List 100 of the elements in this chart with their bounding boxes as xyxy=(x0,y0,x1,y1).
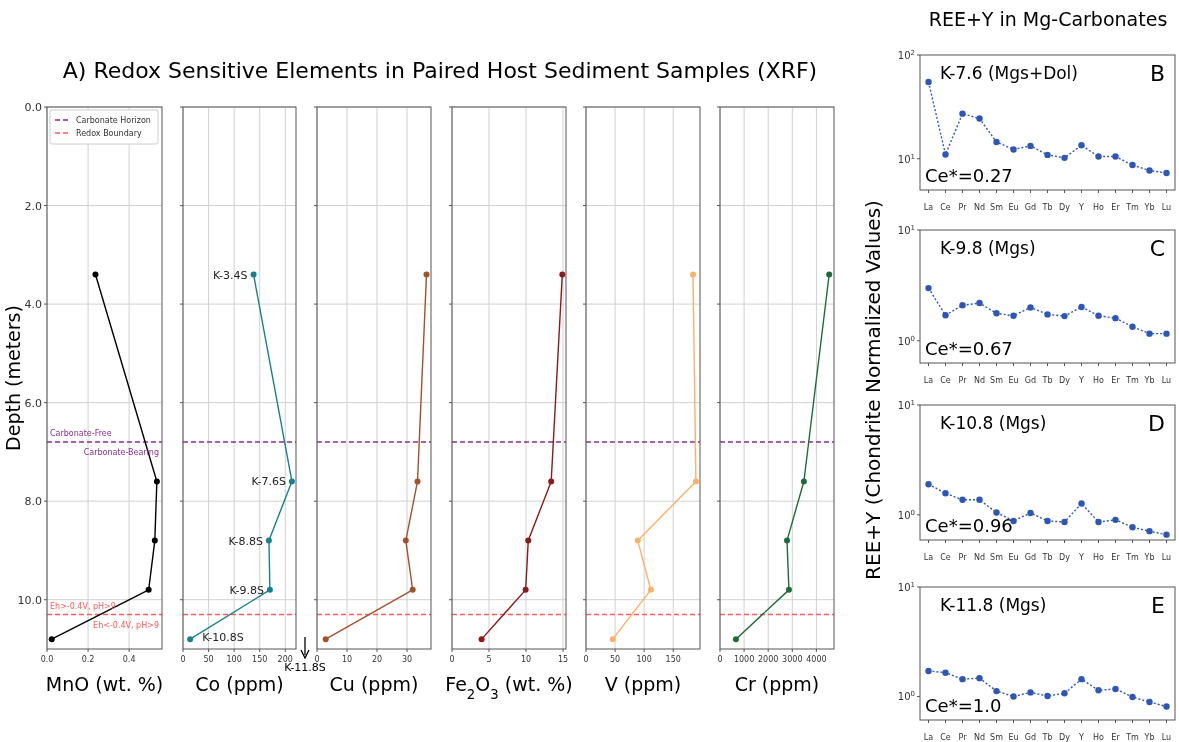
x-tick-label: Er xyxy=(1111,203,1121,212)
legend-label: Redox Boundary xyxy=(76,129,142,138)
x-tick-label: Ho xyxy=(1093,553,1105,562)
x-tick-label: Nd xyxy=(973,553,986,562)
x-axis-title: Cr (ppm) xyxy=(734,673,820,695)
x-tick-label: Eu xyxy=(1008,733,1019,742)
chart-title: REE+Y in Mg-Carbonates xyxy=(928,8,1168,30)
annotation: Eh>-0.4V, pH>9 xyxy=(50,601,116,611)
x-tick-label: Ho xyxy=(1093,376,1105,385)
x-tick-label: La xyxy=(923,733,934,742)
annotation: Ce*=1.0 xyxy=(925,695,1002,716)
x-tick-label: Ce xyxy=(940,203,951,212)
legend-label: Carbonate Horizon xyxy=(76,116,151,125)
x-tick-label: Tb xyxy=(1041,553,1053,562)
x-tick-label: Sm xyxy=(990,376,1004,385)
y-tick-label: 10$^{1}$ xyxy=(897,224,915,236)
annotation: K-3.4S xyxy=(213,268,248,282)
x-tick-label: Er xyxy=(1111,376,1121,385)
x-tick-label: La xyxy=(923,376,934,385)
x-tick-label: 10 xyxy=(520,655,532,664)
x-tick-label: Pr xyxy=(958,376,968,385)
x-axis-title: Cu (ppm) xyxy=(329,673,419,695)
annotation: K-8.8S xyxy=(228,534,263,548)
annotation: Ce*=0.96 xyxy=(925,515,1013,536)
x-tick-label: 10 xyxy=(341,655,353,664)
annotation: K-7.6 (Mgs+Dol) xyxy=(940,63,1078,83)
x-tick-label: Yb xyxy=(1143,203,1155,212)
y-tick-label: 10$^{1}$ xyxy=(897,399,915,411)
text: A) Redox Sensitive Elements in Paired Host Sediment Samples (XRF) xyxy=(62,58,818,83)
x-tick-label: Pr xyxy=(958,733,968,742)
x-tick-label: 150 xyxy=(252,655,268,664)
x-tick-label: Er xyxy=(1111,553,1121,562)
x-tick-label: Er xyxy=(1111,733,1121,742)
x-tick-label: Dy xyxy=(1059,376,1071,385)
x-tick-label: Yb xyxy=(1143,733,1155,742)
y-tick-label: 8.0 xyxy=(24,495,42,509)
annotation: B xyxy=(1149,61,1165,86)
x-tick-label: Y xyxy=(1078,733,1085,742)
x-tick-label: Dy xyxy=(1059,733,1071,742)
x-tick-label: Gd xyxy=(1024,733,1037,742)
annotation: Carbonate-Free xyxy=(50,429,112,439)
x-tick-label: Lu xyxy=(1161,733,1172,742)
x-axis-title: Co (ppm) xyxy=(195,673,284,695)
annotation: K-9.8 (Mgs) xyxy=(940,238,1036,258)
x-tick-label: Nd xyxy=(973,733,986,742)
x-tick-label: 4000 xyxy=(806,655,827,664)
x-tick-label: La xyxy=(923,203,934,212)
x-tick-label: Ce xyxy=(940,376,951,385)
x-tick-label: 1000 xyxy=(733,655,755,664)
x-tick-label: 50 xyxy=(203,655,214,664)
x-tick-label: Lu xyxy=(1161,553,1172,562)
annotation: C xyxy=(1149,236,1165,261)
x-tick-label: Ce xyxy=(940,553,951,562)
x-axis-title: MnO (wt. %) xyxy=(45,673,164,695)
annotation: D xyxy=(1148,411,1165,436)
x-tick-label: Ho xyxy=(1093,733,1105,742)
x-tick-label: 0 xyxy=(583,655,589,664)
annotation: K-9.8S xyxy=(229,583,264,597)
x-tick-label: Ho xyxy=(1093,203,1105,212)
x-tick-label: Gd xyxy=(1024,553,1037,562)
x-tick-label: Eu xyxy=(1008,203,1019,212)
annotation: Ce*=0.67 xyxy=(925,338,1013,359)
x-tick-label: Gd xyxy=(1024,376,1037,385)
y-tick-label: 4.0 xyxy=(24,298,42,312)
x-tick-label: Eu xyxy=(1008,376,1019,385)
x-tick-label: 3000 xyxy=(782,655,803,664)
y-tick-label: 0.0 xyxy=(24,101,42,114)
x-tick-label: Pr xyxy=(958,553,968,562)
x-tick-label: Sm xyxy=(990,553,1004,562)
x-tick-label: 0 xyxy=(180,655,186,664)
x-tick-label: Dy xyxy=(1059,203,1071,212)
y-tick-label: 10.0 xyxy=(17,593,42,607)
x-tick-label: Yb xyxy=(1143,553,1155,562)
x-axis-title: V (ppm) xyxy=(604,673,682,695)
x-tick-label: Tb xyxy=(1041,376,1053,385)
x-tick-label: Y xyxy=(1078,553,1085,562)
y-tick-label: 10$^{0}$ xyxy=(897,508,915,521)
x-tick-label: Tm xyxy=(1125,376,1140,385)
annotation: K-10.8 (Mgs) xyxy=(940,413,1047,433)
annotation: Eh<-0.4V, pH>9 xyxy=(93,620,159,630)
x-tick-label: 150 xyxy=(665,655,681,664)
x-tick-label: Gd xyxy=(1024,203,1037,212)
x-tick-label: 15 xyxy=(557,655,569,664)
x-tick-label: 30 xyxy=(401,655,413,664)
x-tick-label: 20 xyxy=(371,655,383,664)
annotation: K-7.6S xyxy=(251,475,286,489)
y-axis-title: Depth (meters) xyxy=(2,305,24,451)
x-tick-label: Dy xyxy=(1059,553,1071,562)
x-tick-label: Tm xyxy=(1125,553,1140,562)
y-tick-label: 10$^{2}$ xyxy=(897,49,915,61)
x-tick-label: Yb xyxy=(1143,376,1155,385)
x-tick-label: 0.0 xyxy=(40,655,54,664)
x-tick-label: La xyxy=(923,553,934,562)
y-tick-label: 6.0 xyxy=(24,396,42,410)
y-tick-label: 10$^{1}$ xyxy=(897,581,915,593)
x-tick-label: Sm xyxy=(990,203,1004,212)
x-tick-label: Tm xyxy=(1125,203,1140,212)
x-tick-label: 0.2 xyxy=(81,655,95,664)
y-tick-label: 10$^{0}$ xyxy=(897,690,915,703)
y-tick-label: 2.0 xyxy=(24,199,42,213)
